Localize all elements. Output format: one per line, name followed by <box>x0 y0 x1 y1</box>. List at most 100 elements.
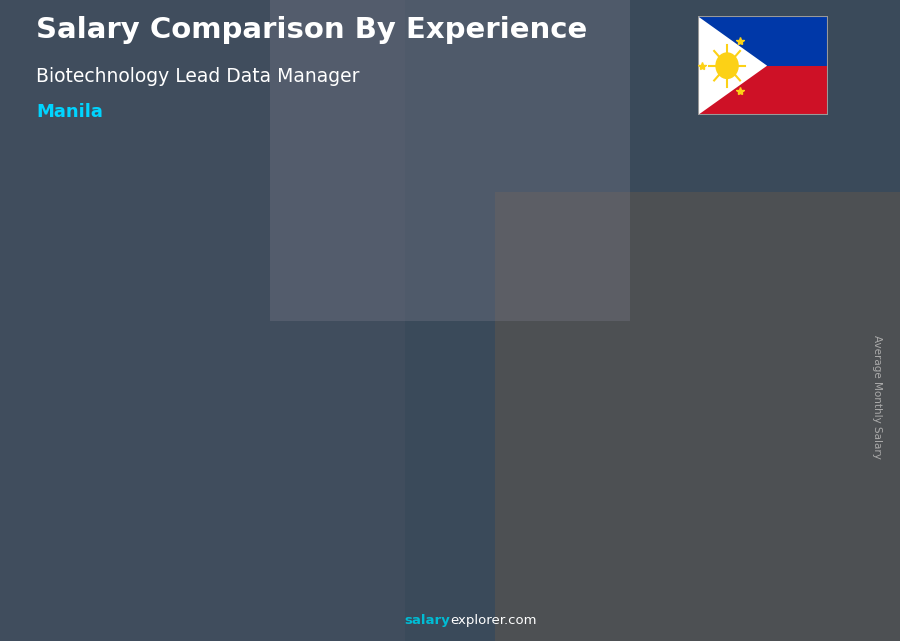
Polygon shape <box>734 329 737 577</box>
Polygon shape <box>247 440 249 577</box>
Polygon shape <box>642 341 644 577</box>
Polygon shape <box>602 341 605 577</box>
Polygon shape <box>143 475 145 577</box>
Polygon shape <box>361 399 364 577</box>
Polygon shape <box>396 399 399 577</box>
Polygon shape <box>470 362 472 577</box>
Text: < 2 Years: < 2 Years <box>91 597 165 611</box>
Polygon shape <box>505 362 508 577</box>
Polygon shape <box>537 362 540 577</box>
Polygon shape <box>611 341 614 577</box>
Polygon shape <box>152 475 155 577</box>
Polygon shape <box>739 329 742 577</box>
Text: explorer.com: explorer.com <box>450 614 536 627</box>
Polygon shape <box>214 431 297 440</box>
Polygon shape <box>393 399 396 577</box>
Polygon shape <box>219 440 221 577</box>
Polygon shape <box>637 341 640 577</box>
Polygon shape <box>249 440 252 577</box>
Polygon shape <box>221 440 224 577</box>
Polygon shape <box>508 362 509 577</box>
Text: +5%: +5% <box>682 279 724 294</box>
Polygon shape <box>342 390 425 399</box>
Text: 15 to 20: 15 to 20 <box>607 597 671 611</box>
Polygon shape <box>742 329 744 577</box>
Polygon shape <box>491 362 493 577</box>
Polygon shape <box>268 440 271 577</box>
Polygon shape <box>698 65 828 115</box>
Polygon shape <box>751 329 753 577</box>
Polygon shape <box>358 399 361 577</box>
Polygon shape <box>482 362 484 577</box>
Polygon shape <box>120 475 122 577</box>
Polygon shape <box>668 333 680 577</box>
Polygon shape <box>470 353 553 362</box>
Polygon shape <box>226 440 229 577</box>
Polygon shape <box>373 399 375 577</box>
Polygon shape <box>540 353 553 577</box>
Polygon shape <box>630 341 633 577</box>
Text: Average Monthly Salary: Average Monthly Salary <box>872 335 883 460</box>
Polygon shape <box>725 329 728 577</box>
Polygon shape <box>261 440 264 577</box>
Polygon shape <box>283 440 284 577</box>
Polygon shape <box>737 329 740 577</box>
Polygon shape <box>614 341 617 577</box>
Polygon shape <box>229 440 230 577</box>
Polygon shape <box>749 329 752 577</box>
Polygon shape <box>772 329 775 577</box>
Polygon shape <box>788 329 791 577</box>
Polygon shape <box>245 440 248 577</box>
Polygon shape <box>223 440 226 577</box>
Polygon shape <box>774 329 777 577</box>
Polygon shape <box>233 440 236 577</box>
Polygon shape <box>598 341 600 577</box>
Bar <box>270 0 630 320</box>
Polygon shape <box>230 440 233 577</box>
Polygon shape <box>351 399 354 577</box>
Polygon shape <box>108 475 110 577</box>
Polygon shape <box>140 475 143 577</box>
Polygon shape <box>342 399 412 577</box>
Polygon shape <box>661 341 663 577</box>
Polygon shape <box>155 475 157 577</box>
Polygon shape <box>665 341 668 577</box>
Polygon shape <box>762 329 765 577</box>
Text: 71,400 PHP: 71,400 PHP <box>570 316 637 329</box>
Polygon shape <box>101 475 103 577</box>
Polygon shape <box>500 362 503 577</box>
Polygon shape <box>635 341 637 577</box>
Polygon shape <box>609 341 612 577</box>
Polygon shape <box>509 362 512 577</box>
Polygon shape <box>756 329 758 577</box>
Polygon shape <box>519 362 521 577</box>
Polygon shape <box>626 341 628 577</box>
Polygon shape <box>122 475 124 577</box>
Polygon shape <box>345 399 346 577</box>
Polygon shape <box>403 399 405 577</box>
FancyArrowPatch shape <box>385 340 506 388</box>
Polygon shape <box>380 399 382 577</box>
Polygon shape <box>398 399 400 577</box>
Polygon shape <box>382 399 384 577</box>
Polygon shape <box>389 399 392 577</box>
Polygon shape <box>412 390 425 577</box>
Polygon shape <box>129 475 131 577</box>
Polygon shape <box>264 440 266 577</box>
Text: 75,100 PHP: 75,100 PHP <box>698 304 765 317</box>
Polygon shape <box>105 475 108 577</box>
Polygon shape <box>618 341 621 577</box>
Polygon shape <box>365 399 368 577</box>
Polygon shape <box>725 320 808 329</box>
Polygon shape <box>374 399 377 577</box>
Polygon shape <box>117 475 120 577</box>
Polygon shape <box>730 329 733 577</box>
Polygon shape <box>536 362 538 577</box>
Polygon shape <box>214 440 217 577</box>
Polygon shape <box>342 399 345 577</box>
Polygon shape <box>777 329 779 577</box>
FancyArrowPatch shape <box>641 300 762 331</box>
Polygon shape <box>354 399 356 577</box>
Text: +30%: +30% <box>293 342 346 356</box>
Polygon shape <box>653 341 656 577</box>
